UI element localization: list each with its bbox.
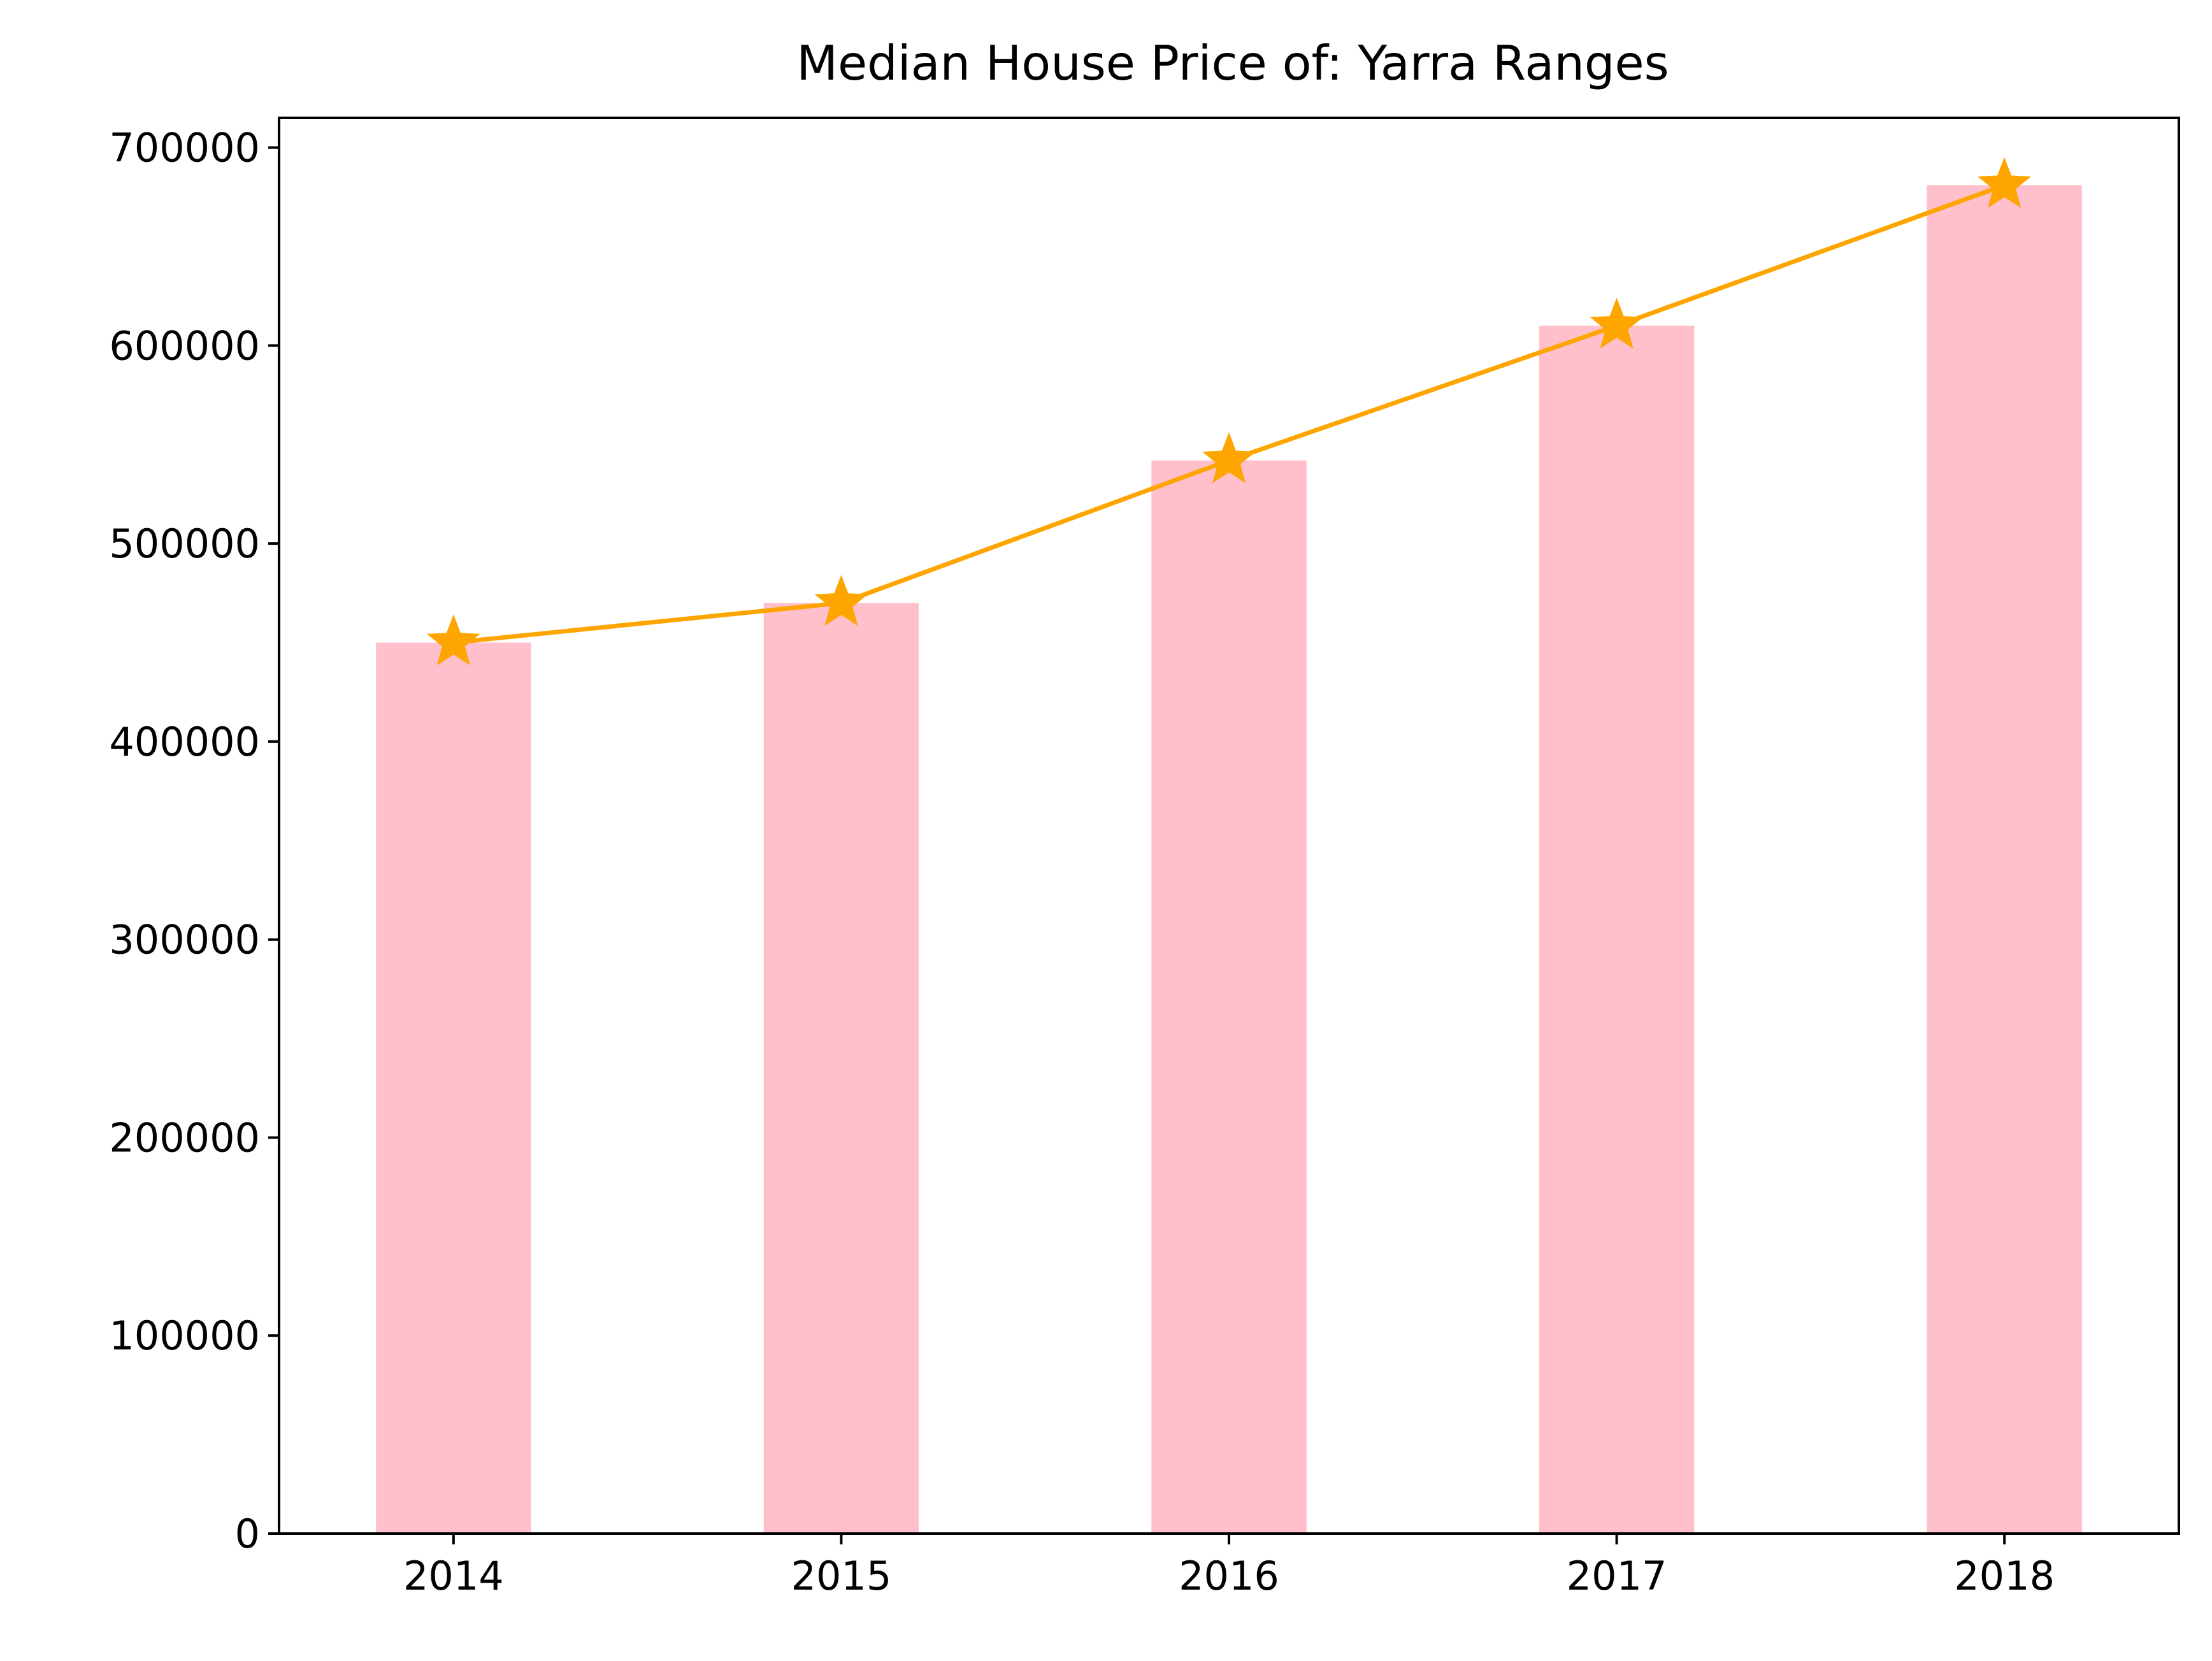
bar-2014	[376, 642, 531, 1534]
x-tick-label: 2017	[1567, 1553, 1667, 1599]
x-tick-label: 2016	[1179, 1553, 1279, 1599]
y-tick-label: 500000	[109, 521, 260, 567]
point-marker-2018	[1978, 157, 2032, 208]
line-layer	[426, 157, 2032, 666]
y-tick-label: 700000	[109, 125, 260, 171]
bar-2017	[1539, 326, 1695, 1534]
y-tick-label: 600000	[109, 322, 260, 369]
axes-layer: 0 100000 200000 300000 400000 500000 600000 700…	[109, 117, 2180, 1599]
y-tick-label: 100000	[109, 1312, 260, 1359]
bar-2015	[763, 603, 919, 1534]
point-marker-2017	[1590, 298, 1644, 349]
point-marker-2015	[814, 575, 868, 626]
y-tick-label: 0	[235, 1511, 260, 1557]
point-marker-2014	[426, 614, 480, 666]
bar-2018	[1927, 185, 2082, 1534]
x-tick-label: 2014	[403, 1553, 504, 1599]
chart-title: Median House Price of: Yarra Ranges	[796, 35, 1669, 91]
point-marker-2016	[1202, 432, 1256, 484]
y-tick-label: 200000	[109, 1114, 260, 1161]
x-tick-label: 2015	[791, 1553, 892, 1599]
bar-2016	[1151, 460, 1307, 1534]
x-tick-label: 2018	[1954, 1553, 2055, 1599]
y-tick-label: 300000	[109, 917, 260, 963]
bars-layer	[376, 185, 2082, 1534]
y-tick-label: 400000	[109, 719, 260, 765]
